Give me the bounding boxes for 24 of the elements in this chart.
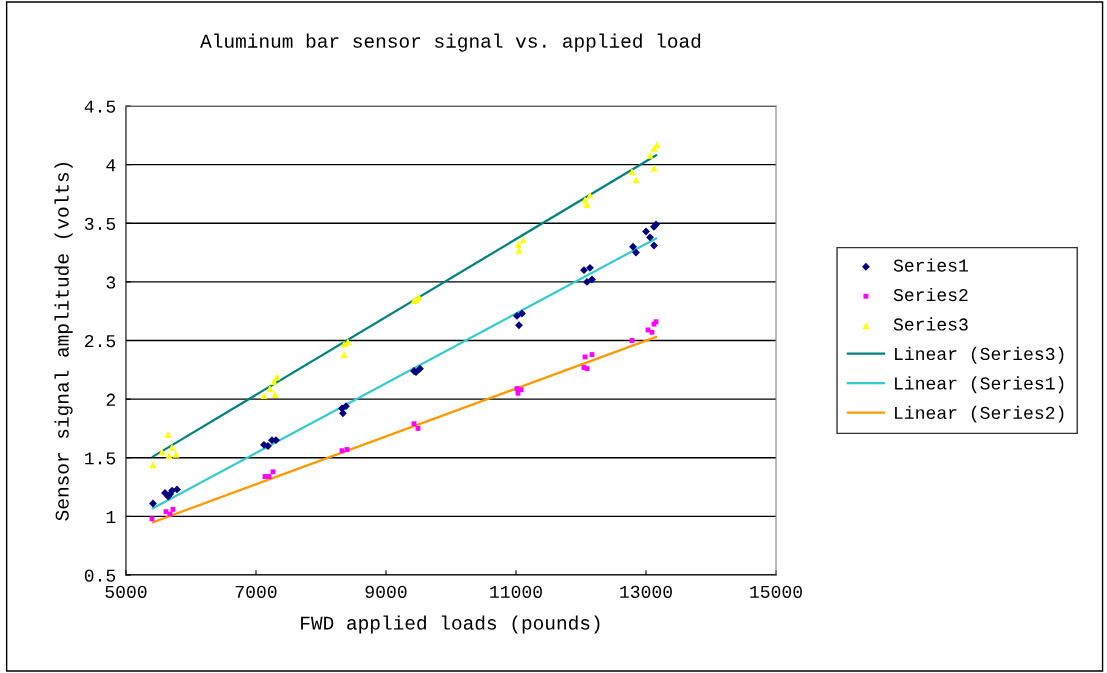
x-tick-label: 7000	[235, 585, 277, 598]
legend-label: Series1	[893, 258, 968, 272]
y-tick-label: 2	[106, 393, 115, 406]
y-tick-label: 3.5	[84, 217, 116, 230]
y-tick-label: 1.5	[85, 452, 116, 465]
x-tick-label: 11000	[490, 585, 542, 598]
x-tick-label: 5000	[105, 585, 147, 598]
chart-title: Aluminum bar sensor signal vs. applied load	[200, 33, 701, 52]
y-tick-label: 3	[106, 276, 116, 289]
y-tick-label: 4.5	[84, 100, 116, 113]
legend-label: Linear (Series3)	[895, 346, 1064, 364]
legend-label: Series2	[893, 287, 968, 302]
legend-label: Series3	[893, 317, 968, 331]
y-tick-label: 0.5	[84, 569, 116, 582]
y-tick-label: 2.5	[85, 334, 116, 348]
legend-label: Linear (Series1)	[895, 376, 1064, 394]
x-axis-title: FWD applied loads (pounds)	[301, 615, 600, 634]
x-tick-label: 9000	[365, 585, 407, 598]
y-tick-label: 1	[106, 511, 116, 523]
x-tick-label: 13000	[620, 585, 672, 598]
y-tick-label: 4	[106, 159, 116, 172]
x-tick-label: 15000	[750, 585, 802, 598]
legend-label: Linear (Series2)	[895, 405, 1064, 423]
y-axis-title: Sensor signal amplitude (volts)	[54, 162, 73, 521]
